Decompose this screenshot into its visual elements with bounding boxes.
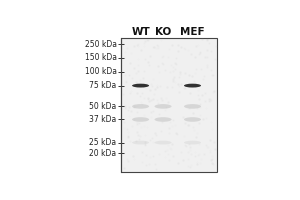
Ellipse shape <box>132 104 149 109</box>
Text: 37 kDa: 37 kDa <box>89 115 117 124</box>
Text: 50 kDa: 50 kDa <box>89 102 117 111</box>
Text: 150 kDa: 150 kDa <box>85 53 117 62</box>
Ellipse shape <box>132 117 149 122</box>
Text: 250 kDa: 250 kDa <box>85 40 117 49</box>
Text: 25 kDa: 25 kDa <box>89 138 117 147</box>
Text: 100 kDa: 100 kDa <box>85 67 117 76</box>
Ellipse shape <box>132 141 149 145</box>
Ellipse shape <box>184 104 201 109</box>
Ellipse shape <box>154 104 172 109</box>
Text: 75 kDa: 75 kDa <box>89 81 117 90</box>
Text: WT: WT <box>131 27 150 37</box>
Ellipse shape <box>132 84 149 88</box>
Bar <box>121 38 217 172</box>
Text: KO: KO <box>155 27 171 37</box>
Text: MEF: MEF <box>180 27 205 37</box>
Ellipse shape <box>184 141 201 145</box>
Ellipse shape <box>154 141 172 145</box>
Ellipse shape <box>184 117 201 122</box>
Ellipse shape <box>184 84 201 88</box>
Text: 20 kDa: 20 kDa <box>89 149 117 158</box>
Ellipse shape <box>154 117 172 122</box>
